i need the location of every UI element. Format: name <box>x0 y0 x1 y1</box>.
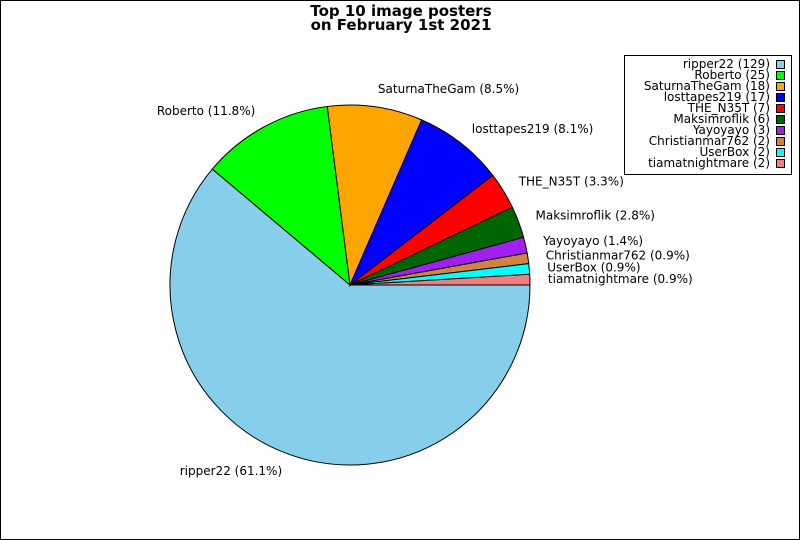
legend-swatch <box>776 137 785 146</box>
slice-labels: ripper22 (61.1%) Roberto (11.8%) SaturnaTh… <box>157 82 693 478</box>
slice-label-losttapes219: losttapes219 (8.1%) <box>472 122 594 136</box>
legend-item-roberto: Roberto (25) <box>625 68 785 82</box>
legend-swatch <box>776 126 785 135</box>
slice-label-maksimroflik: Maksimroflik (2.8%) <box>535 209 654 223</box>
chart-title-line-2: on February 1st 2021 <box>310 16 492 34</box>
legend-label: THE_N35T (7) <box>687 101 770 115</box>
legend-item-the_n35t: THE_N35T (7) <box>625 101 785 115</box>
legend-label: UserBox (2) <box>699 145 770 159</box>
pie-slice-roberto <box>211 105 351 287</box>
legend-item-ripper22: ripper22 (129) <box>625 57 785 71</box>
legend-label: Christianmar762 (2) <box>648 134 770 148</box>
legend-item-christianmar762: Christianmar762 (2) <box>625 134 785 148</box>
slice-label-tiamatnightmare: tiamatnightmare (0.9%) <box>548 272 693 286</box>
legend-item-maksimroflik: Maksimroflik (6) <box>625 112 785 126</box>
legend-label: SaturnaTheGam (18) <box>643 79 770 93</box>
legend-label: Maksimroflik (6) <box>673 112 770 126</box>
legend-label: losttapes219 (17) <box>663 90 770 104</box>
legend-item-yayoyayo: Yayoyayo (3) <box>625 123 785 137</box>
legend-label: ripper22 (129) <box>682 57 770 71</box>
legend-swatch <box>776 148 785 157</box>
legend-swatch <box>776 104 785 113</box>
slice-label-userbox: UserBox (0.9%) <box>547 260 640 274</box>
legend-item-tiamatnightmare: tiamatnightmare (2) <box>625 156 785 170</box>
chart-title-line-1: Top 10 image posters <box>310 2 492 20</box>
pie-slice-saturnathegam <box>326 104 423 287</box>
pie-slice-ripper22 <box>169 168 531 466</box>
legend-swatch <box>776 115 785 124</box>
legend-swatch <box>776 82 785 91</box>
slice-label-the_n35t: THE_N35T (3.3%) <box>518 174 624 188</box>
legend-swatch <box>776 93 785 102</box>
chart-legend: ripper22 (129) Roberto (25) SaturnaTheGam … <box>624 55 792 175</box>
legend-swatch <box>776 159 785 168</box>
pie-slice-losttapes219 <box>348 119 494 287</box>
legend-swatch <box>776 71 785 80</box>
slice-label-yayoyayo: Yayoyayo (1.4%) <box>542 234 643 248</box>
pie-slices <box>169 104 531 466</box>
legend-label: Yayoyayo (3) <box>692 123 770 137</box>
legend-label: tiamatnightmare (2) <box>648 156 770 170</box>
legend-label: Roberto (25) <box>694 68 770 82</box>
chart-title: Top 10 image posters on February 1st 202… <box>1 2 799 34</box>
slice-label-roberto: Roberto (11.8%) <box>157 104 255 118</box>
slice-label-saturnathegam: SaturnaTheGam (8.5%) <box>378 82 519 96</box>
slice-label-ripper22: ripper22 (61.1%) <box>180 464 282 478</box>
slice-label-christianmar762: Christianmar762 (0.9%) <box>546 249 690 263</box>
legend-swatch <box>776 60 785 69</box>
legend-item-losttapes219: losttapes219 (17) <box>625 90 785 104</box>
legend-item-saturnathegam: SaturnaTheGam (18) <box>625 79 785 93</box>
pie-slice-tiamatnightmare <box>349 273 531 286</box>
legend-item-userbox: UserBox (2) <box>625 145 785 159</box>
